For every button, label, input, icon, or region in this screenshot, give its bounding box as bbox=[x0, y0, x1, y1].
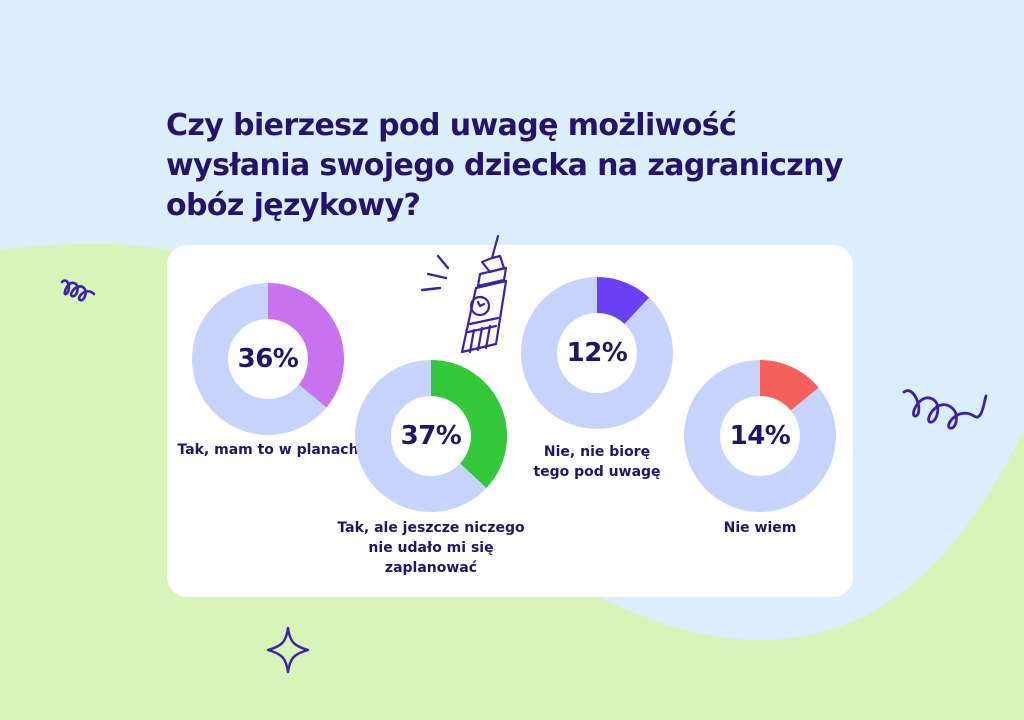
donut-ring bbox=[355, 360, 507, 512]
donut-slice bbox=[596, 277, 650, 325]
big-ben-icon bbox=[420, 234, 508, 354]
donut-caption: Tak, ale jeszcze niczego nie udało mi si… bbox=[337, 520, 525, 576]
donut-caption: Nie, nie biorę tego pod uwagę bbox=[533, 444, 661, 480]
donut-chart-3: 12% bbox=[521, 277, 673, 429]
donut-value-label: 12% bbox=[566, 338, 628, 368]
donut-slice bbox=[267, 283, 344, 408]
donut-chart-1: 36% bbox=[192, 283, 344, 435]
squiggle-right-icon bbox=[902, 389, 988, 430]
donut-value-label: 14% bbox=[729, 421, 791, 451]
donut-value-label: 37% bbox=[400, 421, 462, 451]
sparkle-icon bbox=[266, 626, 310, 674]
chart-title: Czy bierzesz pod uwagę możliwość wysłani… bbox=[166, 108, 843, 223]
squiggle-left-icon bbox=[60, 279, 96, 302]
donut-value-label: 36% bbox=[237, 344, 299, 374]
donut-caption: Nie wiem bbox=[723, 520, 797, 536]
donut-chart-4: 14% bbox=[684, 360, 836, 512]
donut-ring bbox=[684, 360, 836, 512]
donut-chart-2: 37% bbox=[355, 360, 507, 512]
donut-slice bbox=[759, 360, 819, 412]
donut-ring bbox=[192, 283, 344, 435]
donut-caption: Tak, mam to w planach bbox=[177, 442, 359, 458]
donut-slice bbox=[430, 360, 507, 489]
donut-ring bbox=[521, 277, 673, 429]
